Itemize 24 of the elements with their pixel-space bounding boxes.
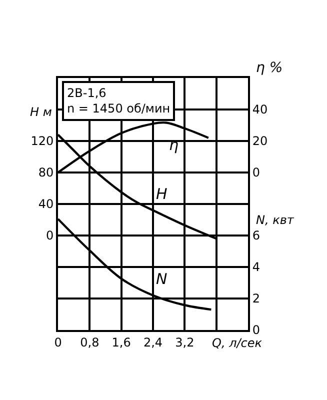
y2-tick-label: 0 <box>252 166 260 180</box>
y3-tick-label: 0 <box>252 323 260 338</box>
y-axis-title: H м <box>30 105 52 119</box>
y2-tick-label: 20 <box>252 134 268 148</box>
x-tick-label: 2,4 <box>143 335 163 350</box>
text: 2В-1,6 <box>67 86 106 100</box>
y-tick-label: 40 <box>38 197 54 212</box>
text: n = 1450 об/мин <box>67 102 170 116</box>
y3-tick-label: 4 <box>252 260 260 274</box>
series-label: H <box>156 185 168 203</box>
y2-tick-label: 40 <box>252 102 268 117</box>
y3-tick-label: 6 <box>252 228 260 243</box>
y3-tick-label: 2 <box>252 292 260 306</box>
x-axis-title: Q, л/сек <box>212 336 263 350</box>
x-tick-label: 3,2 <box>175 335 194 350</box>
y2-axis-title: η % <box>256 60 283 76</box>
x-tick-label: 1,6 <box>112 335 131 350</box>
y-tick-label: 0 <box>46 228 54 243</box>
x-tick-label: 0,8 <box>80 335 100 350</box>
series-label: N <box>156 270 168 288</box>
series-label: η <box>169 136 179 154</box>
y3-axis-title: N, квт <box>256 213 295 227</box>
y-tick-label: 80 <box>38 166 54 180</box>
y-tick-label: 120 <box>30 134 54 148</box>
